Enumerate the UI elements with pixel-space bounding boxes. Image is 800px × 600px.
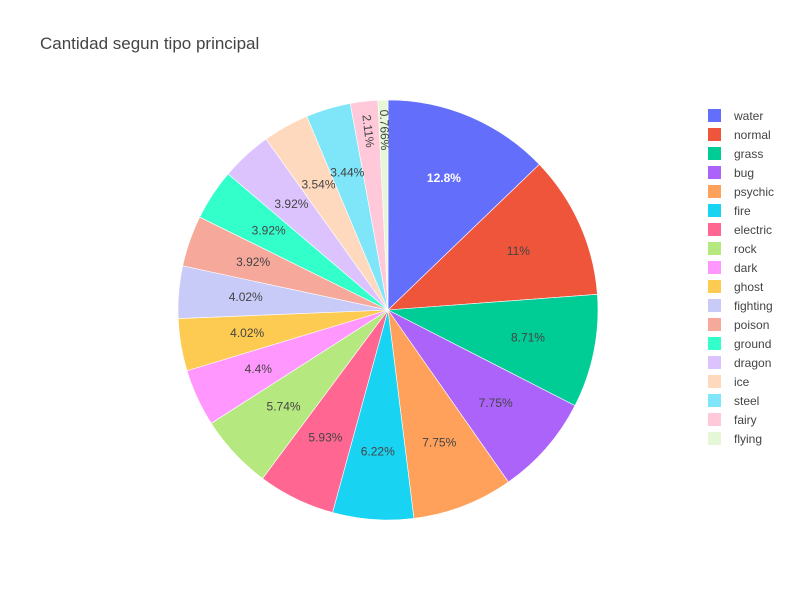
slice-label-fighting: 4.02% [229, 290, 263, 304]
legend-swatch [708, 185, 721, 198]
legend-label: fairy [734, 412, 757, 427]
slice-label-fire: 6.22% [361, 445, 395, 459]
slice-label-flying: 0.766% [377, 110, 392, 151]
pie-slice-water[interactable] [387, 99, 540, 311]
legend-label: water [734, 108, 764, 123]
slice-label-poison: 3.92% [236, 255, 270, 269]
legend-label: normal [734, 127, 771, 142]
pie-slice-flying[interactable] [377, 99, 389, 311]
legend-swatch [708, 128, 721, 141]
legend: water normal grass bug psychic fire electric ro… [708, 106, 774, 448]
slice-label-dark: 4.4% [245, 362, 273, 376]
legend-swatch [708, 280, 721, 293]
legend-label: dragon [734, 355, 772, 370]
legend-label: fighting [734, 298, 773, 313]
legend-item-ghost[interactable]: ghost [708, 277, 774, 296]
slice-label-normal: 11% [507, 244, 530, 258]
legend-item-normal[interactable]: normal [708, 125, 774, 144]
legend-item-poison[interactable]: poison [708, 315, 774, 334]
legend-swatch [708, 413, 721, 426]
legend-swatch [708, 356, 721, 369]
legend-label: ice [734, 374, 750, 389]
legend-swatch [708, 394, 721, 407]
legend-label: grass [734, 146, 764, 161]
legend-label: steel [734, 393, 760, 408]
legend-item-bug[interactable]: bug [708, 163, 774, 182]
legend-swatch [708, 375, 721, 388]
legend-swatch [708, 432, 721, 445]
legend-item-dragon[interactable]: dragon [708, 353, 774, 372]
legend-swatch [708, 261, 721, 274]
legend-label: poison [734, 317, 770, 332]
legend-swatch [708, 318, 721, 331]
legend-item-fighting[interactable]: fighting [708, 296, 774, 315]
legend-swatch [708, 299, 721, 312]
legend-swatch [708, 223, 721, 236]
legend-label: flying [734, 431, 763, 446]
slice-label-psychic: 7.75% [422, 435, 456, 449]
pie-slice-grass[interactable] [386, 293, 599, 407]
slice-label-ice: 3.54% [301, 177, 335, 191]
legend-label: rock [734, 241, 757, 256]
legend-swatch [708, 242, 721, 255]
pie-slice-psychic[interactable] [387, 309, 509, 519]
legend-item-ice[interactable]: ice [708, 372, 774, 391]
legend-label: ground [734, 336, 772, 351]
legend-item-flying[interactable]: flying [708, 429, 774, 448]
legend-label: dark [734, 260, 758, 275]
legend-swatch [708, 337, 721, 350]
legend-swatch [708, 204, 721, 217]
slice-label-dragon: 3.92% [274, 197, 308, 211]
legend-item-fairy[interactable]: fairy [708, 410, 774, 429]
slice-label-electric: 5.93% [308, 431, 342, 445]
legend-item-water[interactable]: water [708, 106, 774, 125]
legend-item-psychic[interactable]: psychic [708, 182, 774, 201]
legend-swatch [708, 109, 721, 122]
slice-label-ground: 3.92% [252, 224, 286, 238]
legend-label: psychic [734, 184, 775, 199]
slice-label-bug: 7.75% [479, 396, 513, 410]
legend-label: fire [734, 203, 751, 218]
slice-label-water: 12.8% [427, 171, 461, 185]
pie-slice-bug[interactable] [387, 309, 576, 483]
legend-label: electric [734, 222, 773, 237]
legend-swatch [708, 166, 721, 179]
slice-label-steel: 3.44% [330, 165, 364, 179]
legend-item-ground[interactable]: ground [708, 334, 774, 353]
pie-slice-normal[interactable] [387, 163, 598, 311]
legend-label: bug [734, 165, 755, 180]
slice-label-fairy: 2.11% [359, 114, 377, 149]
slice-label-ghost: 4.02% [230, 326, 264, 340]
legend-item-fire[interactable]: fire [708, 201, 774, 220]
legend-item-steel[interactable]: steel [708, 391, 774, 410]
legend-item-rock[interactable]: rock [708, 239, 774, 258]
legend-swatch [708, 147, 721, 160]
slice-label-grass: 8.71% [511, 330, 545, 344]
legend-label: ghost [734, 279, 764, 294]
chart-title: Cantidad segun tipo principal [40, 34, 260, 53]
slice-label-rock: 5.74% [267, 400, 301, 414]
legend-item-grass[interactable]: grass [708, 144, 774, 163]
legend-item-electric[interactable]: electric [708, 220, 774, 239]
legend-item-dark[interactable]: dark [708, 258, 774, 277]
